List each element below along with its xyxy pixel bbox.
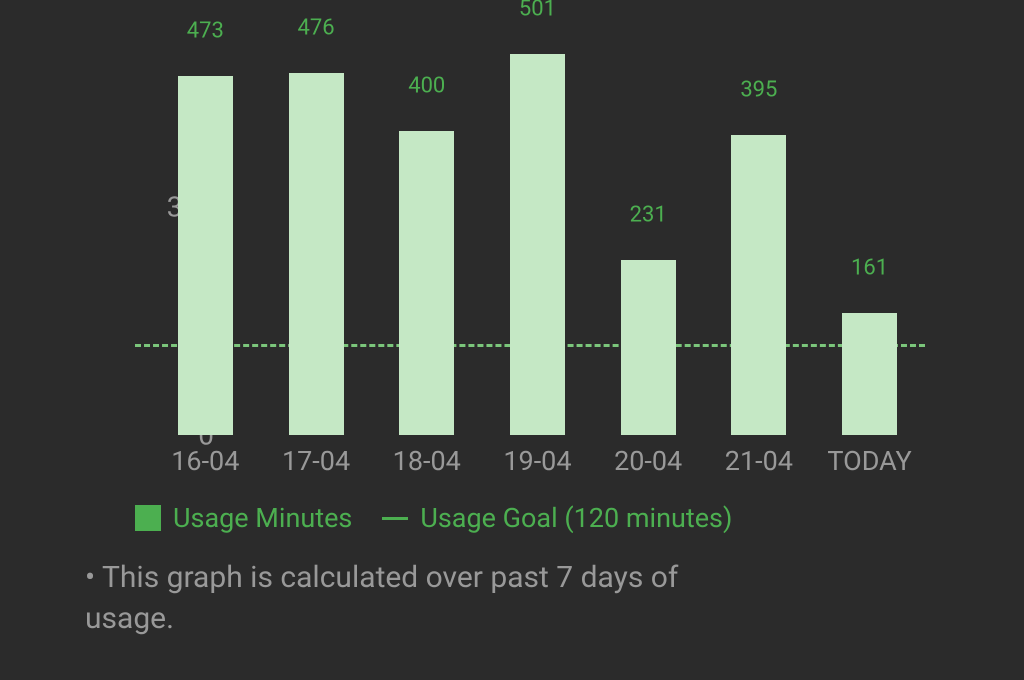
bar bbox=[289, 73, 344, 435]
bar-slot: 473 bbox=[178, 40, 233, 435]
bar-value-label: 161 bbox=[842, 255, 897, 280]
footnote-text: • This graph is calculated over past 7 d… bbox=[85, 558, 685, 639]
bar-slot: 161 bbox=[842, 40, 897, 435]
bar bbox=[731, 135, 786, 435]
bar bbox=[621, 260, 676, 435]
legend-square-icon bbox=[135, 505, 161, 531]
bar-slot: 231 bbox=[621, 40, 676, 435]
x-tick-label: TODAY bbox=[815, 445, 925, 477]
bar-value-label: 473 bbox=[178, 18, 233, 43]
bar-slot: 476 bbox=[289, 40, 344, 435]
x-tick-label: 21-04 bbox=[704, 445, 814, 477]
bar-value-label: 476 bbox=[289, 16, 344, 41]
bar-slot: 501 bbox=[510, 40, 565, 435]
legend-dash-icon bbox=[382, 517, 408, 520]
bar-value-label: 400 bbox=[399, 74, 454, 99]
x-axis-labels: 16-0417-0418-0419-0420-0421-04TODAY bbox=[150, 445, 925, 477]
bar-value-label: 231 bbox=[621, 202, 676, 227]
bar-value-label: 395 bbox=[731, 77, 786, 102]
legend-goal-label: Usage Goal (120 minutes) bbox=[420, 502, 732, 534]
bar bbox=[399, 131, 454, 435]
bar bbox=[842, 313, 897, 435]
bar-slot: 400 bbox=[399, 40, 454, 435]
legend: Usage Minutes Usage Goal (120 minutes) bbox=[135, 502, 732, 534]
x-tick-label: 19-04 bbox=[482, 445, 592, 477]
bar bbox=[510, 54, 565, 435]
bar-slot: 395 bbox=[731, 40, 786, 435]
bar-value-label: 501 bbox=[510, 0, 565, 22]
x-tick-label: 16-04 bbox=[150, 445, 260, 477]
x-tick-label: 17-04 bbox=[261, 445, 371, 477]
bar bbox=[178, 76, 233, 435]
legend-series-label: Usage Minutes bbox=[173, 502, 352, 534]
bars-container: 473 476 400 501 231 395 161 bbox=[150, 40, 925, 435]
x-tick-label: 18-04 bbox=[372, 445, 482, 477]
x-tick-label: 20-04 bbox=[593, 445, 703, 477]
